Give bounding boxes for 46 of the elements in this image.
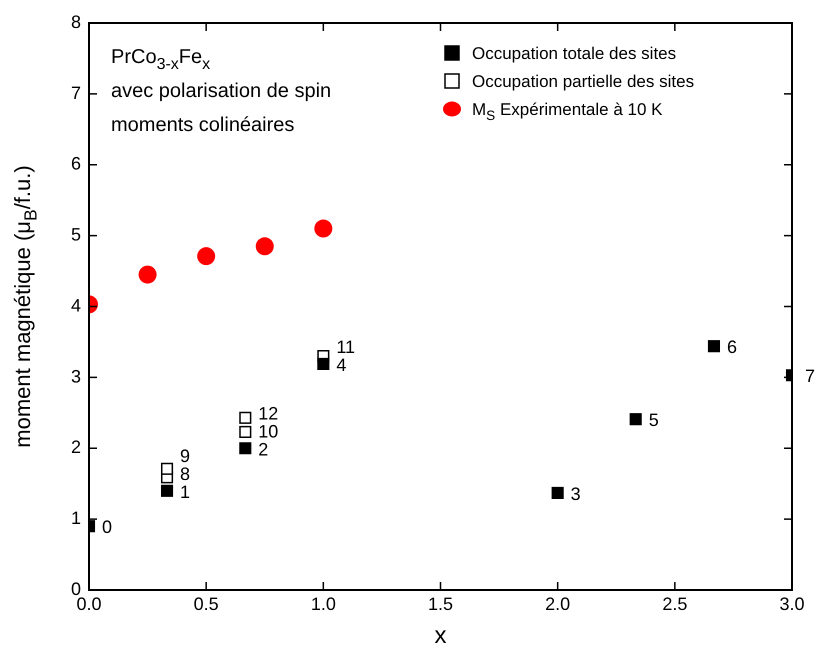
x-tick-label: 3.0 (779, 594, 805, 614)
point (239, 442, 252, 454)
annotation: 7 (805, 366, 816, 386)
y-tick-label: 7 (70, 82, 81, 103)
point (317, 358, 330, 370)
x-tick-label: 2.5 (662, 594, 688, 614)
annotation: 12 (258, 403, 278, 424)
y-tick-label: 5 (70, 224, 81, 245)
annotation: 6 (726, 337, 737, 358)
annotation: moments colinéaires (111, 114, 294, 136)
y-tick-label: 2 (70, 437, 81, 458)
annotation: 5 (648, 410, 659, 430)
annotation: 9 (180, 446, 190, 466)
y-tick-label: 6 (70, 154, 81, 174)
point (630, 413, 642, 426)
y-tick-label: 4 (70, 295, 81, 316)
point (160, 484, 174, 497)
annotation: avec polarisation de spin (111, 80, 332, 102)
x-axis-title: x (434, 622, 446, 650)
annotation: 2 (258, 439, 268, 460)
y-tick-label: 1 (70, 508, 81, 528)
point (256, 237, 274, 256)
point (160, 462, 174, 475)
legend-label: Occupation totale des sites (472, 44, 676, 63)
point (239, 412, 252, 424)
annotation: 11 (336, 336, 356, 357)
x-tick-label: 1.0 (310, 594, 336, 614)
legend-label: Occupation partielle des sites (472, 72, 694, 91)
annotation: 8 (180, 464, 190, 484)
y-tick-label: 8 (70, 12, 81, 32)
point (314, 220, 332, 238)
point (197, 247, 216, 266)
y-axis-title: moment magnétique (μB/f.u.) (10, 165, 41, 448)
point (708, 340, 720, 352)
annotation: 4 (336, 354, 346, 375)
annotation: 3 (570, 484, 581, 504)
x-tick-label: 1.5 (428, 594, 454, 614)
annotation: 1 (180, 482, 190, 502)
point (552, 486, 564, 499)
x-tick-label: 0.5 (194, 594, 219, 614)
y-tick-label: 3 (70, 366, 81, 386)
annotation: 0 (102, 517, 112, 538)
annotation: 10 (258, 421, 278, 442)
point (138, 266, 157, 284)
point (239, 426, 252, 438)
x-tick-label: 2.0 (545, 594, 570, 614)
